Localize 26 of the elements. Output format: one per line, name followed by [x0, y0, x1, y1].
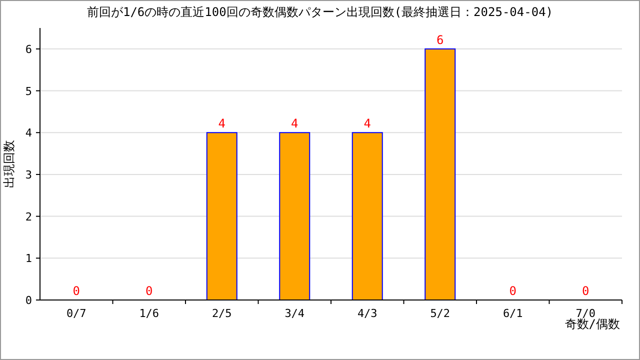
x-tick-label: 5/2 [430, 307, 450, 320]
data-label: 6 [436, 32, 444, 47]
y-tick-label: 3 [25, 168, 32, 182]
chart-title: 前回が1/6の時の直近100回の奇数偶数パターン出現回数(最終抽選日：2025-04-04) [86, 5, 554, 19]
x-axis-title: 奇数/偶数 [564, 317, 620, 331]
data-label: 0 [582, 284, 590, 298]
data-label: 0 [72, 284, 80, 298]
x-tick-label: 0/7 [66, 307, 86, 320]
x-tick-label: 1/6 [139, 307, 160, 320]
data-label: 4 [218, 116, 226, 131]
x-tick-label: 7/0 [576, 307, 596, 320]
data-label: 4 [364, 116, 371, 131]
y-axis-title: 出現回数 [2, 140, 16, 188]
y-tick-label: 5 [25, 84, 32, 98]
x-tick-label: 4/3 [357, 307, 378, 320]
data-label: 4 [291, 116, 298, 131]
y-tick-label: 6 [25, 42, 32, 56]
y-tick-label: 2 [25, 210, 32, 224]
x-tick-label: 2/5 [212, 307, 232, 320]
y-tick-label: 4 [25, 126, 32, 140]
y-tick-label: 0 [25, 294, 32, 307]
x-tick-label: 3/4 [284, 307, 305, 320]
data-label: 0 [509, 284, 516, 298]
x-tick-label: 6/1 [502, 307, 523, 320]
data-label: 0 [146, 284, 153, 298]
y-tick-label: 1 [25, 252, 32, 266]
